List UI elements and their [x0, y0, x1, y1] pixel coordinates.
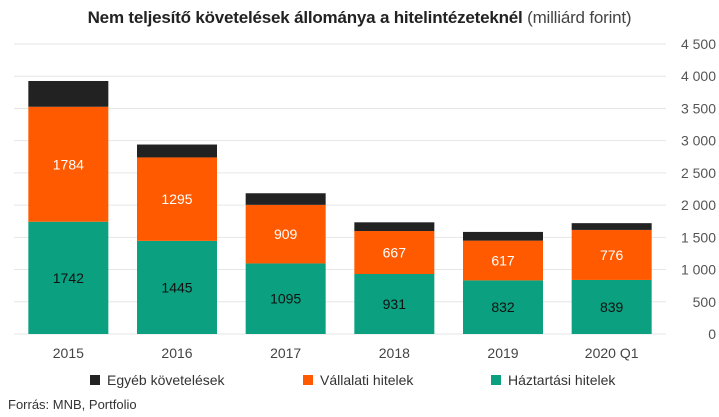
source-note: Forrás: MNB, Portfolio — [8, 397, 137, 412]
y-axis: 0 500 1 000 1 500 2 000 2 500 3 000 3 500 4 000 4… — [681, 36, 716, 342]
bar-segment — [245, 263, 326, 334]
bar-segment — [354, 231, 435, 275]
x-tick-label: 2018 — [379, 345, 410, 361]
bar-segment — [245, 204, 326, 264]
bar-segment — [571, 279, 652, 334]
data-label: 1445 — [161, 279, 192, 295]
y-tick-label: 500 — [693, 294, 717, 310]
legend-label: Vállalati hitelek — [320, 372, 414, 388]
bar-segment — [28, 106, 109, 222]
legend-swatch — [303, 375, 313, 385]
x-tick-label: 2019 — [487, 345, 518, 361]
bar-segment — [463, 240, 543, 281]
y-tick-label: 0 — [708, 326, 716, 342]
bar-segment — [571, 223, 652, 230]
chart-title: Nem teljesítő követelések állománya a hi… — [0, 8, 719, 28]
legend-swatch — [90, 375, 100, 385]
y-tick-label: 3 500 — [681, 100, 716, 116]
x-tick-label: 2017 — [270, 345, 301, 361]
bar-segment — [354, 274, 435, 334]
x-axis: 2015 2016 2017 2018 2019 2020 Q1 — [53, 345, 639, 361]
bar-segment — [463, 231, 543, 241]
bar-series — [28, 80, 652, 334]
data-label: 1295 — [161, 191, 192, 207]
y-tick-label: 1 500 — [681, 229, 716, 245]
bar-segment — [245, 193, 326, 205]
chart-title-unit: (milliárd forint) — [527, 8, 632, 27]
value-labels: 1742 1784 1445 1295 1095 909 931 667 832 617 839 77… — [53, 156, 624, 315]
x-tick-label: 2015 — [53, 345, 84, 361]
legend-label: Háztartási hitelek — [508, 372, 616, 388]
data-label: 909 — [274, 226, 298, 242]
y-tick-label: 1 000 — [681, 262, 716, 278]
data-label: 617 — [491, 253, 515, 269]
legend-item: Vállalati hitelek — [303, 372, 413, 388]
data-label: 1095 — [270, 291, 301, 307]
data-label: 931 — [383, 296, 407, 312]
legend-item: Egyéb követelések — [90, 372, 225, 388]
bar-segment — [137, 157, 217, 241]
legend-item: Háztartási hitelek — [491, 372, 615, 388]
x-tick-label: 2020 Q1 — [585, 345, 639, 361]
bar-segment — [28, 221, 109, 334]
y-tick-label: 2 500 — [681, 165, 716, 181]
data-label: 776 — [600, 247, 624, 263]
y-tick-label: 4 500 — [681, 36, 716, 52]
bar-segment — [354, 222, 435, 232]
y-tick-label: 2 000 — [681, 197, 716, 213]
legend-swatch — [491, 375, 501, 385]
bar-segment — [28, 80, 109, 107]
data-label: 1784 — [53, 156, 84, 172]
chart-title-main: Nem teljesítő követelések állománya a hi… — [87, 8, 523, 27]
bar-segment — [571, 229, 652, 280]
legend-label: Egyéb követelések — [107, 372, 225, 388]
gridlines — [14, 43, 666, 335]
data-label: 1742 — [53, 270, 84, 286]
data-label: 839 — [600, 299, 624, 315]
y-tick-label: 3 000 — [681, 133, 716, 149]
bar-segment — [137, 144, 217, 158]
x-tick-label: 2016 — [161, 345, 192, 361]
y-tick-label: 4 000 — [681, 68, 716, 84]
bar-segment — [463, 280, 543, 334]
chart-legend: Egyéb követelések Vállalati hitelek Háztar… — [0, 372, 719, 392]
data-label: 667 — [383, 245, 407, 261]
data-label: 832 — [491, 299, 515, 315]
bar-segment — [137, 240, 217, 334]
